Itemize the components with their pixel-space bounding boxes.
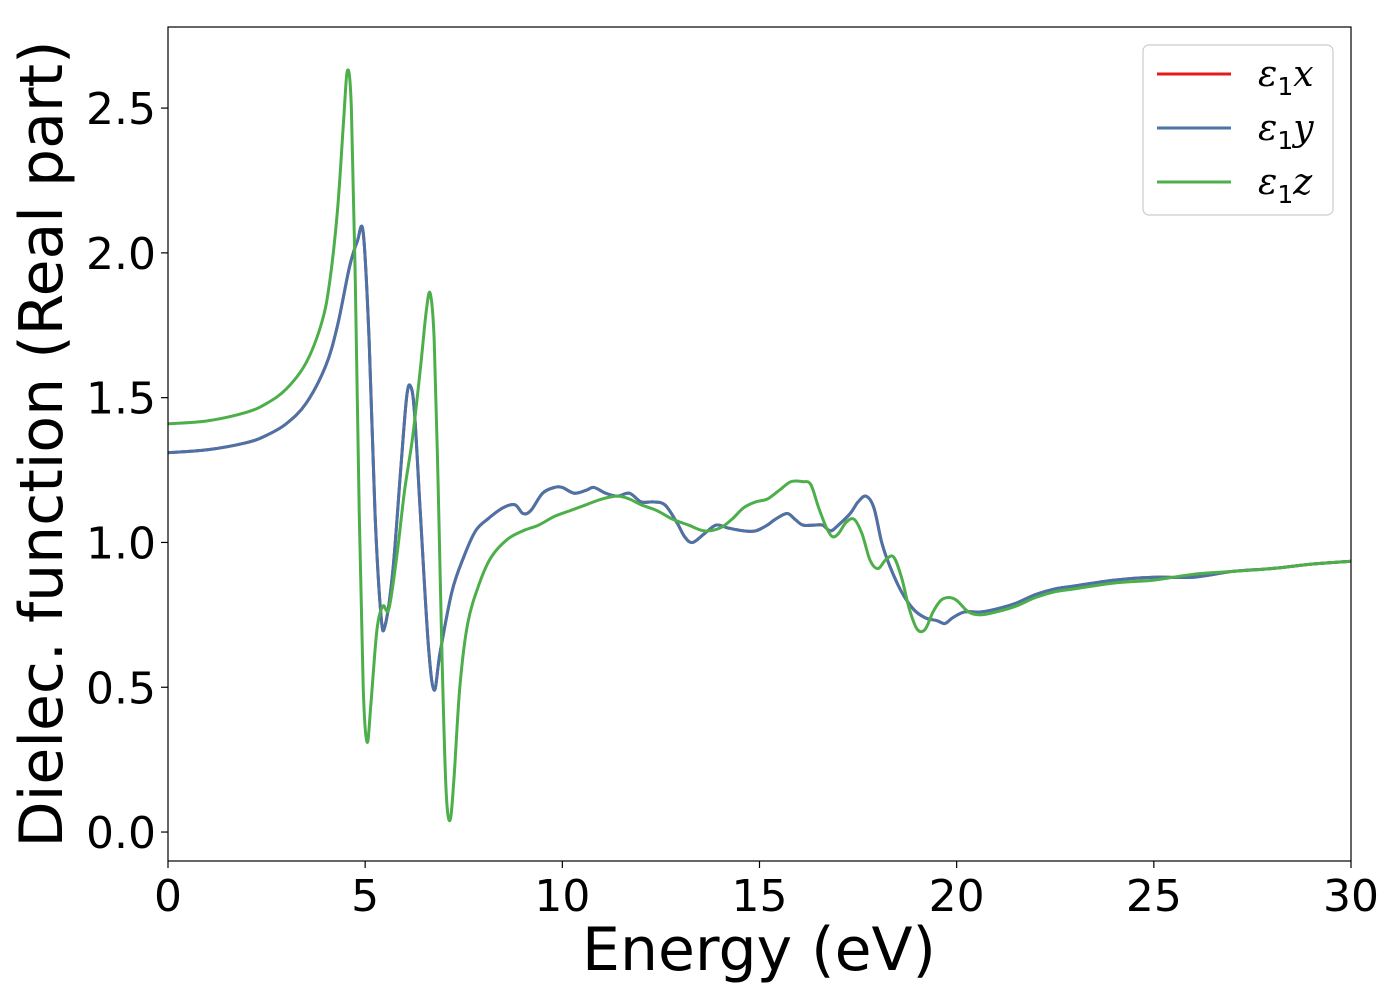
legend-label-z: ε1z: [1258, 162, 1313, 209]
legend-label-x: ε1x: [1258, 54, 1314, 101]
x-axis-ticks: 0 5 10 15 20 25 30: [154, 861, 1379, 922]
legend-symbol: ε: [1258, 108, 1277, 149]
x-tick-label: 15: [732, 871, 788, 922]
y-tick-label: 1.0: [86, 518, 156, 569]
legend-symbol: ε: [1258, 162, 1277, 203]
y-tick-label: 1.5: [86, 374, 156, 425]
y-axis-label: Dielec. function (Real part): [7, 41, 77, 848]
legend-component: y: [1291, 108, 1314, 149]
x-tick-label: 20: [929, 871, 985, 922]
series-line-z: [168, 68, 1351, 823]
legend-subscript: 1: [1277, 180, 1293, 209]
legend-symbol: ε: [1258, 54, 1277, 95]
x-tick-label: 10: [534, 871, 590, 922]
y-tick-label: 0.5: [86, 663, 156, 714]
legend-subscript: 1: [1277, 126, 1293, 155]
legend-subscript: 1: [1277, 72, 1293, 101]
x-tick-label: 5: [351, 871, 379, 922]
legend-component: z: [1292, 162, 1313, 203]
legend-label-y: ε1y: [1258, 108, 1314, 155]
legend-box: [1142, 44, 1334, 216]
x-tick-label: 0: [154, 871, 182, 922]
legend-component: x: [1293, 54, 1313, 95]
y-tick-label: 2.5: [86, 84, 156, 135]
y-tick-label: 0.0: [86, 808, 156, 859]
series-layer: [168, 68, 1351, 823]
x-axis-label: Energy (eV): [582, 915, 936, 985]
y-axis-ticks: 0.0 0.5 1.0 1.5 2.0 2.5: [86, 84, 168, 859]
x-tick-label: 30: [1323, 871, 1379, 922]
series-line-y: [168, 224, 1351, 692]
x-tick-label: 25: [1126, 871, 1182, 922]
y-tick-label: 2.0: [86, 229, 156, 280]
